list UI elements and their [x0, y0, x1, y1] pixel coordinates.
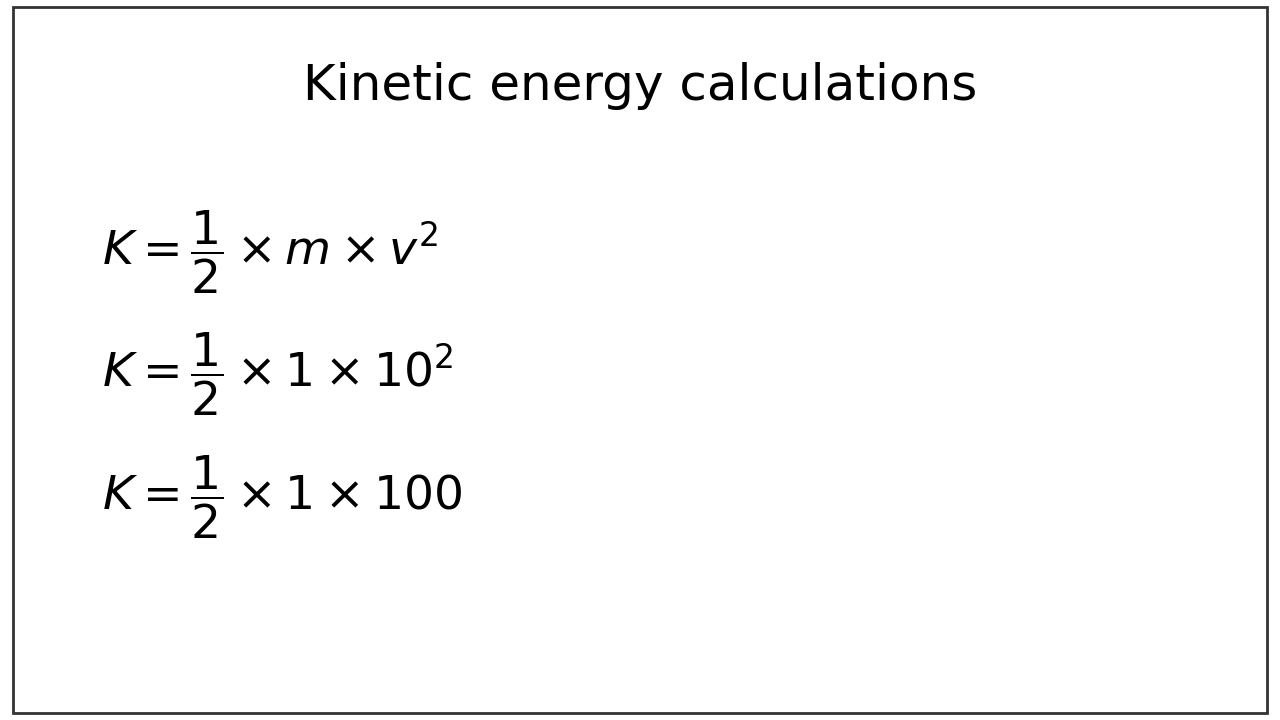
Text: $K = \dfrac{1}{2} \times 1 \times 10^2$: $K = \dfrac{1}{2} \times 1 \times 10^2$	[102, 330, 453, 418]
Text: $K = \dfrac{1}{2} \times m \times v^2$: $K = \dfrac{1}{2} \times m \times v^2$	[102, 208, 439, 296]
Text: $K = \dfrac{1}{2} \times 1 \times 100$: $K = \dfrac{1}{2} \times 1 \times 100$	[102, 453, 462, 541]
Text: Kinetic energy calculations: Kinetic energy calculations	[303, 63, 977, 110]
